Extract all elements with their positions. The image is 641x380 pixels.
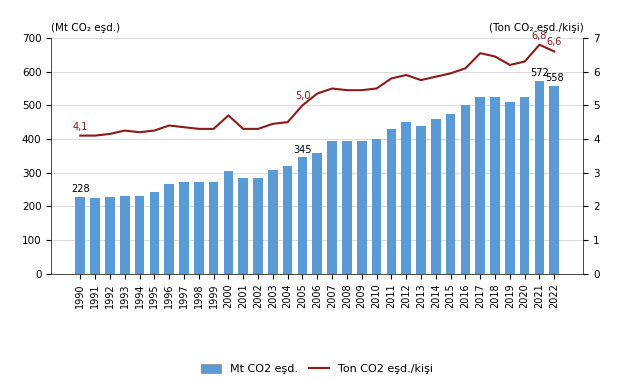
Text: (Ton CO₂ eşd./kişi): (Ton CO₂ eşd./kişi) [488,23,583,33]
Text: 572: 572 [530,68,549,78]
Bar [445,114,456,274]
Bar [253,178,263,274]
Ton CO2 eşd./kişi [521,59,529,64]
Text: 6,8: 6,8 [532,31,547,41]
Ton CO2 eşd./kişi [151,128,158,133]
Legend: Mt CO2 eşd., Ton CO2 eşd./kişi: Mt CO2 eşd., Ton CO2 eşd./kişi [197,359,438,379]
Ton CO2 eşd./kişi [403,73,410,77]
Bar [416,125,426,274]
Bar [312,153,322,274]
Bar [490,97,500,274]
Text: 558: 558 [545,73,563,83]
Ton CO2 eşd./kişi [136,130,144,135]
Ton CO2 eşd./kişi [106,131,113,136]
Bar [105,197,115,274]
Bar [535,81,544,274]
Bar [328,141,337,274]
Bar [357,141,367,274]
Ton CO2 eşd./kişi [269,122,277,126]
Ton CO2 eşd./kişi [372,86,380,91]
Bar [283,166,292,274]
Bar [505,102,515,274]
Ton CO2 eşd./kişi [551,49,558,54]
Bar [268,170,278,274]
Ton CO2 eşd./kişi [299,103,306,108]
Ton CO2 eşd./kişi [91,133,99,138]
Bar [120,196,129,274]
Ton CO2 eşd./kişi [121,128,129,133]
Bar [76,197,85,274]
Bar [372,139,381,274]
Text: 345: 345 [293,145,312,155]
Bar [149,192,159,274]
Ton CO2 eşd./kişi [313,91,321,96]
Bar [387,129,396,274]
Bar [401,122,411,274]
Bar [135,196,144,274]
Ton CO2 eşd./kişi [343,88,351,92]
Bar [476,97,485,274]
Bar [179,182,189,274]
Ton CO2 eşd./kişi [491,54,499,59]
Ton CO2 eşd./kişi [506,63,513,67]
Bar [431,119,440,274]
Ton CO2 eşd./kişi [284,120,292,124]
Bar [238,178,248,274]
Ton CO2 eşd./kişi [195,127,203,131]
Ton CO2 eşd./kişi [180,125,188,130]
Ton CO2 eşd./kişi [210,127,217,131]
Text: 5,0: 5,0 [295,91,310,101]
Text: 228: 228 [71,184,90,194]
Ton CO2 eşd./kişi [165,123,173,128]
Bar [90,198,100,274]
Ton CO2 eşd./kişi [447,71,454,76]
Ton CO2 eşd./kişi [536,43,544,47]
Bar [224,171,233,274]
Ton CO2 eşd./kişi [358,88,365,92]
Bar [342,141,352,274]
Line: Ton CO2 eşd./kişi: Ton CO2 eşd./kişi [80,45,554,136]
Ton CO2 eşd./kişi [328,86,336,91]
Ton CO2 eşd./kişi [432,74,440,79]
Text: (Mt CO₂ eşd.): (Mt CO₂ eşd.) [51,23,121,33]
Ton CO2 eşd./kişi [76,133,84,138]
Text: 4,1: 4,1 [72,122,88,131]
Bar [164,184,174,274]
Ton CO2 eşd./kişi [224,113,232,118]
Ton CO2 eşd./kişi [388,76,395,81]
Bar [461,105,470,274]
Bar [209,182,219,274]
Ton CO2 eşd./kişi [462,66,469,71]
Bar [520,97,529,274]
Bar [194,182,204,274]
Ton CO2 eşd./kişi [417,78,425,82]
Ton CO2 eşd./kişi [239,127,247,131]
Text: 6,6: 6,6 [547,37,562,48]
Ton CO2 eşd./kişi [254,127,262,131]
Bar [549,86,559,274]
Ton CO2 eşd./kişi [476,51,484,55]
Bar [297,157,307,274]
